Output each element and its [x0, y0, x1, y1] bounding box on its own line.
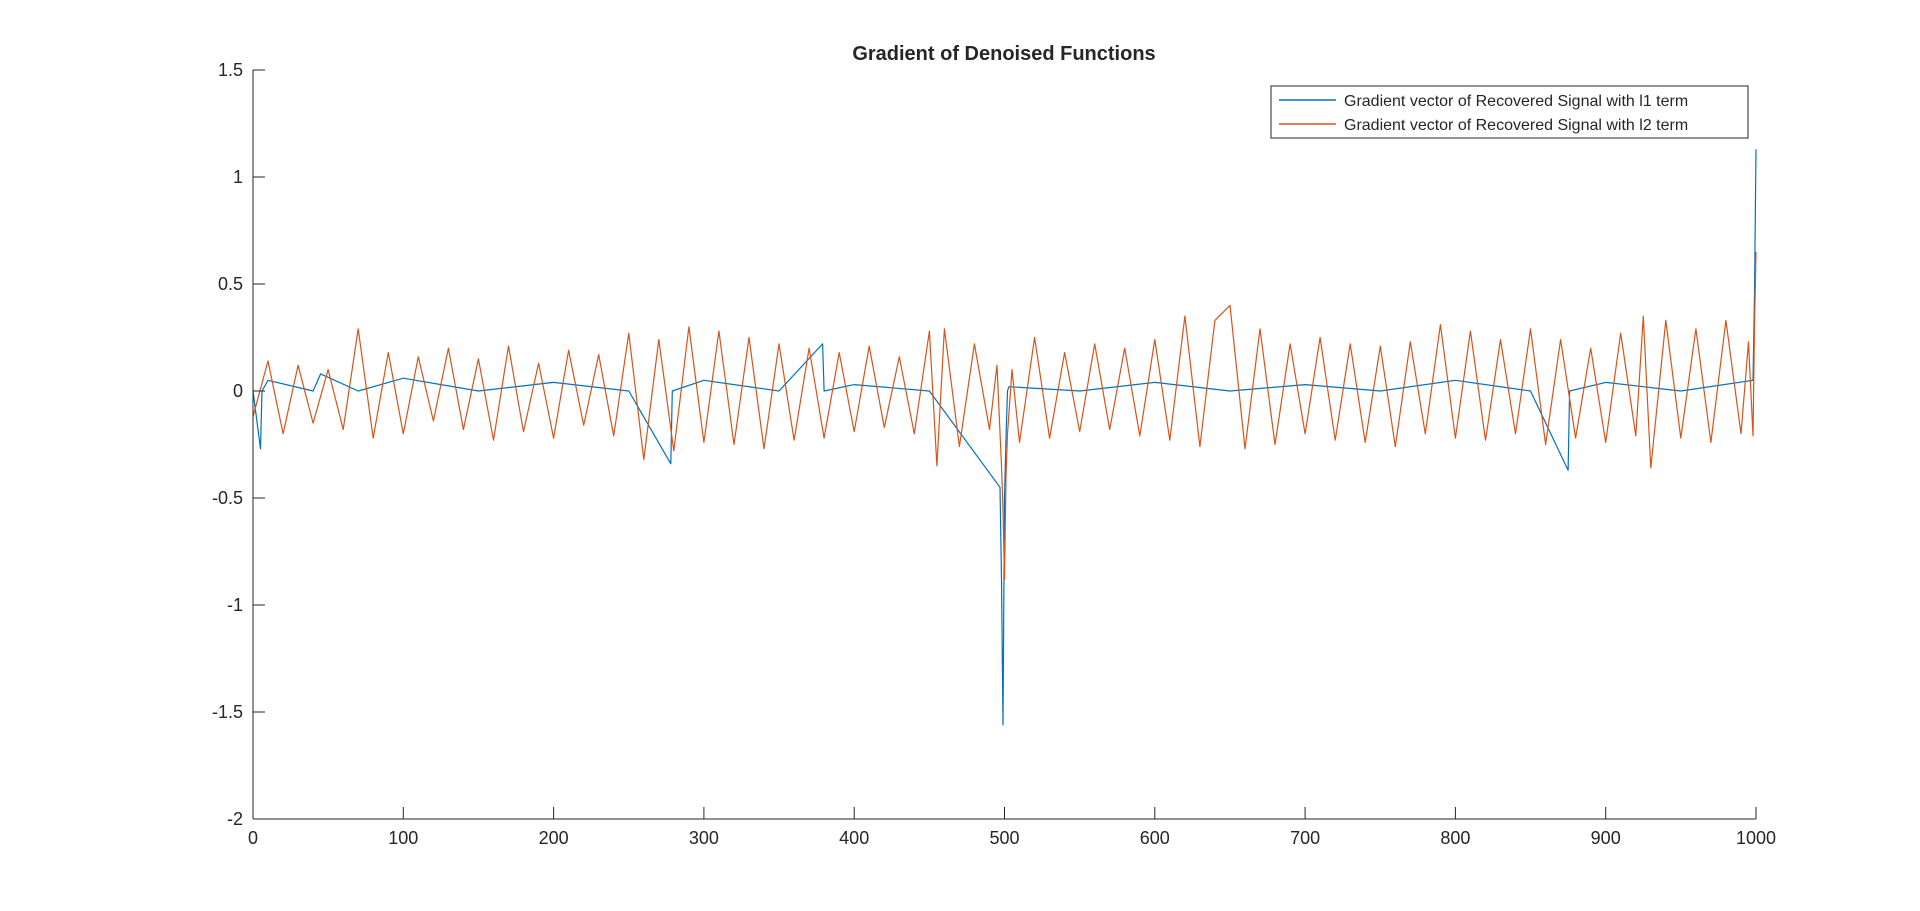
x-tick-label: 300	[689, 828, 719, 848]
legend: Gradient vector of Recovered Signal with…	[1270, 85, 1749, 139]
y-tick-label: -1	[227, 595, 243, 615]
x-tick-label: 0	[248, 828, 258, 848]
x-tick-label: 800	[1440, 828, 1470, 848]
legend-box	[1270, 85, 1749, 139]
legend-label-l1: Gradient vector of Recovered Signal with…	[1344, 93, 1688, 110]
x-tick-label: 400	[839, 828, 869, 848]
axes: 0 100 200 300 400 500 600 700 800 900 1000 1.5 1 0.5 0…	[212, 60, 1776, 848]
x-tick-label: 700	[1290, 828, 1320, 848]
x-tick-label: 600	[1140, 828, 1170, 848]
chart-title: Gradient of Denoised Functions	[852, 43, 1155, 65]
x-tick-label: 500	[989, 828, 1019, 848]
series-line-l1	[252, 149, 1757, 726]
y-tick-label: -2	[227, 809, 243, 829]
y-tick-label: -1.5	[212, 702, 243, 722]
x-tick-label: 200	[539, 828, 569, 848]
y-tick-label: -0.5	[212, 488, 243, 508]
x-tick-label: 900	[1591, 828, 1621, 848]
y-tick-label: 0.5	[218, 274, 243, 294]
series-line-l2	[252, 251, 1757, 580]
y-tick-label: 1	[233, 167, 243, 187]
y-tick-label: 1.5	[218, 60, 243, 80]
x-tick-label: 100	[388, 828, 418, 848]
y-tick-label: 0	[233, 381, 243, 401]
legend-label-l2: Gradient vector of Recovered Signal with…	[1344, 117, 1688, 134]
plot-area	[252, 149, 1757, 726]
x-tick-label: 1000	[1736, 828, 1776, 848]
